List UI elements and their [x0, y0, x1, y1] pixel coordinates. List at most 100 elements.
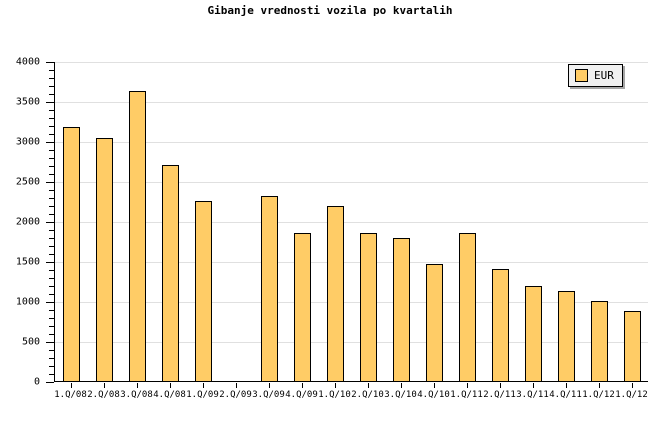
y-axis-minor-tick: [49, 366, 54, 367]
bar: [63, 127, 80, 381]
x-axis-tick: [631, 383, 633, 388]
bar: [261, 196, 278, 381]
y-axis-tick: [46, 262, 54, 263]
x-axis-tick-label: 4.Q/09: [285, 390, 318, 400]
bar: [96, 138, 113, 381]
gridline: [55, 102, 648, 103]
bar: [426, 264, 443, 381]
bar: [624, 311, 641, 381]
y-axis-tick: [46, 102, 54, 103]
chart-legend: EUR: [568, 64, 623, 87]
y-axis-tick-label: 1000: [15, 296, 40, 308]
gridline: [55, 302, 648, 303]
plot-area: [54, 62, 648, 382]
x-axis-tick: [400, 383, 402, 388]
x-axis-tick-label: 1.Q/12: [615, 390, 648, 400]
y-axis-minor-tick: [49, 86, 54, 87]
bar: [162, 165, 179, 381]
x-axis-tick-label: 1.Q/11: [450, 390, 483, 400]
gridline: [55, 222, 648, 223]
x-axis-tick: [202, 383, 204, 388]
y-axis-minor-tick: [49, 78, 54, 79]
x-axis-tick-label: 2.Q/10: [351, 390, 384, 400]
y-axis-tick-label: 500: [21, 336, 40, 348]
bar: [459, 233, 476, 381]
y-axis-tick-label: 2500: [15, 176, 40, 188]
gridline: [55, 62, 648, 63]
y-axis-tick: [46, 382, 54, 383]
x-axis-tick: [136, 383, 138, 388]
y-axis-minor-tick: [49, 270, 54, 271]
y-axis-tick-label: 2000: [15, 216, 40, 228]
x-axis-tick: [334, 383, 336, 388]
x-axis-tick-label: 3.Q/11: [516, 390, 549, 400]
y-axis-minor-tick: [49, 70, 54, 71]
x-axis-tick-label: 4.Q/10: [417, 390, 450, 400]
x-axis-tick: [70, 383, 72, 388]
y-axis-minor-tick: [49, 110, 54, 111]
y-axis-tick: [46, 142, 54, 143]
gridline: [55, 262, 648, 263]
x-axis-tick-label: 4.Q/08: [153, 390, 186, 400]
y-axis-minor-tick: [49, 206, 54, 207]
y-axis-minor-tick: [49, 126, 54, 127]
y-axis-minor-tick: [49, 278, 54, 279]
x-axis-tick-label: 3.Q/08: [120, 390, 153, 400]
y-axis-minor-tick: [49, 318, 54, 319]
y-axis-minor-tick: [49, 374, 54, 375]
x-axis-tick: [367, 383, 369, 388]
y-axis-tick: [46, 342, 54, 343]
y-axis-tick-label: 0: [33, 376, 40, 388]
x-axis-tick: [169, 383, 171, 388]
x-axis-tick: [499, 383, 501, 388]
x-axis-tick: [598, 383, 600, 388]
x-axis-tick-label: 3.Q/10: [384, 390, 417, 400]
y-axis-minor-tick: [49, 94, 54, 95]
y-axis-minor-tick: [49, 350, 54, 351]
x-axis-tick-label: 2.Q/08: [87, 390, 120, 400]
x-axis-tick: [466, 383, 468, 388]
bar: [129, 91, 146, 381]
y-axis-minor-tick: [49, 326, 54, 327]
x-axis-tick-label: 2.Q/11: [483, 390, 516, 400]
y-axis-minor-tick: [49, 150, 54, 151]
gridline: [55, 342, 648, 343]
y-axis-minor-tick: [49, 294, 54, 295]
y-axis-tick-label: 3000: [15, 136, 40, 148]
y-axis-minor-tick: [49, 198, 54, 199]
x-axis-tick: [268, 383, 270, 388]
y-axis-tick-label: 1500: [15, 256, 40, 268]
bar: [558, 291, 575, 381]
x-axis-tick: [532, 383, 534, 388]
x-axis-tick-label: 3.Q/09: [252, 390, 285, 400]
bar: [327, 205, 344, 381]
x-axis-tick-label: 4.Q/11: [549, 390, 582, 400]
y-axis-minor-tick: [49, 310, 54, 311]
x-axis-tick-label: 1.Q/08: [54, 390, 87, 400]
bar: [492, 269, 509, 381]
y-axis-tick: [46, 62, 54, 63]
y-axis-minor-tick: [49, 286, 54, 287]
y-axis-tick-label: 3500: [15, 96, 40, 108]
gridline: [55, 142, 648, 143]
legend-swatch-eur: [575, 69, 588, 82]
y-axis-tick: [46, 302, 54, 303]
y-axis-minor-tick: [49, 254, 54, 255]
bar: [195, 201, 212, 381]
legend-label-eur: EUR: [594, 69, 614, 82]
x-axis-tick: [301, 383, 303, 388]
x-axis-tick: [235, 383, 237, 388]
y-axis-minor-tick: [49, 134, 54, 135]
chart-title: Gibanje vrednosti vozila po kvartalih: [207, 4, 453, 17]
y-axis-minor-tick: [49, 238, 54, 239]
y-axis-tick: [46, 182, 54, 183]
x-axis-tick-label: 2.Q/09: [219, 390, 252, 400]
y-axis-tick-label: 4000: [15, 56, 40, 68]
y-axis-minor-tick: [49, 174, 54, 175]
x-axis-tick: [433, 383, 435, 388]
bar: [591, 301, 608, 381]
x-axis-tick-label: 1.Q/10: [318, 390, 351, 400]
y-axis-minor-tick: [49, 334, 54, 335]
bar: [360, 233, 377, 381]
